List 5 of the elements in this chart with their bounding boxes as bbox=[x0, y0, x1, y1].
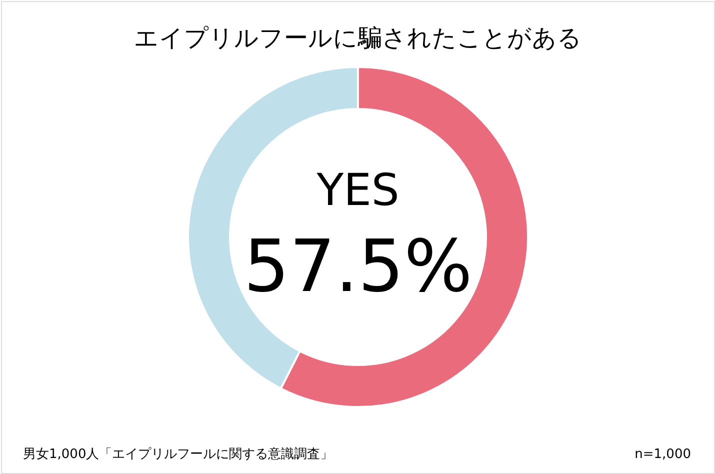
text: n=1,000 bbox=[634, 447, 691, 462]
slice-label: YES bbox=[316, 165, 400, 216]
text: 男女1,000人「エイプリルフールに関する意識調査」 bbox=[23, 447, 334, 462]
data-label: 57.5% bbox=[244, 224, 472, 308]
chart-title: エイプリルフールに騙されたことがある bbox=[134, 24, 582, 52]
